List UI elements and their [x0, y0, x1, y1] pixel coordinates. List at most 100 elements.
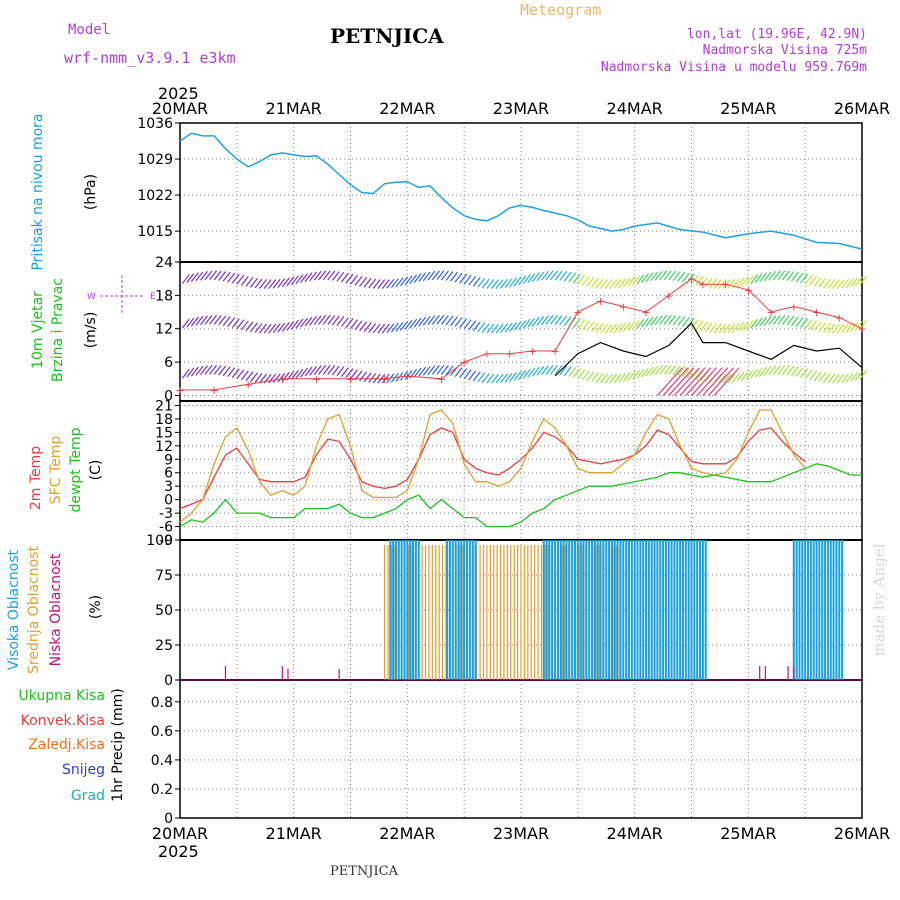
wind-barb: [831, 279, 840, 290]
wind-barb: [199, 270, 208, 281]
wind-barb: [736, 322, 745, 332]
wind-barb: [800, 273, 809, 284]
wind-barb: [350, 319, 358, 330]
wind-barb: [704, 322, 713, 333]
wind-barb: [450, 271, 459, 282]
wind-barb: [254, 278, 263, 289]
wind-barb: [850, 322, 859, 332]
wind-barb: [277, 372, 286, 383]
wind-barb: [654, 365, 663, 376]
wind-barb: [763, 271, 772, 282]
label-grad: Grad: [71, 788, 105, 804]
wind-barb: [345, 318, 354, 328]
wind-barb: [791, 271, 800, 282]
wind-barb: [854, 321, 863, 331]
wind-barb: [736, 372, 745, 382]
panel-precip: 0 0.2 0.4 0.6 0.8: [151, 679, 863, 827]
wind-barb: [350, 274, 358, 285]
y-tick-label: 0: [164, 673, 173, 689]
y-tick-label: 0.4: [151, 753, 173, 769]
wind-barb: [554, 365, 563, 375]
wind-barb: [500, 278, 509, 289]
wind-barb: [404, 369, 413, 380]
y-tick-label: 100: [146, 533, 173, 549]
wind-barb: [540, 270, 549, 281]
wind-barb: [490, 323, 499, 334]
wind-barb: [754, 317, 763, 328]
wind-barb: [272, 278, 281, 289]
gust-marker: +: [789, 300, 798, 313]
wind-barb: [181, 368, 190, 379]
x-tick-label-top: 20MAR: [152, 99, 208, 118]
wind-barb: [536, 271, 545, 282]
wind-barb: [559, 365, 568, 376]
wind-barb: [431, 365, 440, 375]
wind-barb: [440, 270, 449, 281]
wind-barb: [209, 270, 218, 281]
wind-barb: [641, 273, 649, 284]
y-tick-label: 12: [155, 322, 173, 338]
wind-barb: [750, 368, 759, 379]
gust-marker: +: [687, 273, 696, 286]
wind-barb: [327, 315, 336, 325]
wind-barb: [750, 318, 759, 329]
wind-barb: [809, 275, 818, 286]
wind-barb: [390, 322, 399, 333]
wind-barb: [263, 323, 272, 334]
wind-barb: [586, 321, 595, 332]
wind-barb: [381, 279, 390, 289]
wind-barb: [691, 274, 699, 285]
wind-barb: [363, 322, 372, 333]
wind-barb: [845, 372, 854, 383]
wind-barb: [527, 317, 536, 328]
wind-barb: [791, 316, 800, 326]
wind-barb: [572, 273, 581, 284]
wind-barb: [490, 279, 499, 290]
wind-barb: [613, 323, 622, 334]
wind-barb: [327, 365, 336, 375]
gust-marker: +: [460, 356, 469, 369]
wind-barb: [609, 373, 618, 384]
x-tick-label-bottom: 25MAR: [720, 824, 776, 843]
gust-marker: +: [528, 345, 537, 358]
wind-barb: [195, 315, 204, 326]
wind-barb: [581, 275, 590, 286]
label-cloud-unit: (%): [88, 595, 104, 619]
wind-barb: [500, 323, 509, 334]
wind-barb: [745, 275, 754, 286]
wind-barb: [645, 316, 654, 327]
wind-barb: [663, 364, 672, 375]
wind-barb: [768, 365, 777, 376]
wind-barb: [577, 274, 586, 285]
wind-barb: [804, 369, 813, 380]
wind-barb: [509, 277, 518, 288]
label-frz-rain: Zaledj.Kisa: [28, 737, 105, 753]
wind-barb: [540, 365, 549, 376]
wind-barb: [400, 321, 408, 331]
wind-barb: [659, 314, 668, 325]
wind-barb: [236, 319, 245, 330]
wind-barb: [254, 323, 263, 333]
wind-barb: [459, 368, 468, 378]
wind-barb: [636, 318, 645, 329]
wind-barb: [368, 373, 377, 383]
wind-barb: [656, 367, 683, 396]
wind-barb: [586, 276, 595, 287]
wind-barb: [422, 271, 431, 282]
wind-barb: [318, 365, 327, 375]
gust-line: [180, 278, 863, 391]
wind-barb: [390, 278, 399, 289]
wind-barb: [563, 271, 572, 282]
wind-barb: [836, 373, 845, 384]
wind-barb: [454, 317, 463, 327]
wind-barb: [777, 314, 786, 325]
wind-barb: [295, 274, 304, 285]
wind-barb: [777, 270, 786, 281]
wind-barb: [581, 320, 590, 331]
wind-barb: [741, 321, 749, 331]
wind-barb: [691, 369, 699, 380]
wind-barb: [731, 322, 740, 333]
wind-barb: [641, 317, 649, 328]
wind-barb: [759, 316, 768, 327]
wind-barb: [500, 373, 509, 384]
